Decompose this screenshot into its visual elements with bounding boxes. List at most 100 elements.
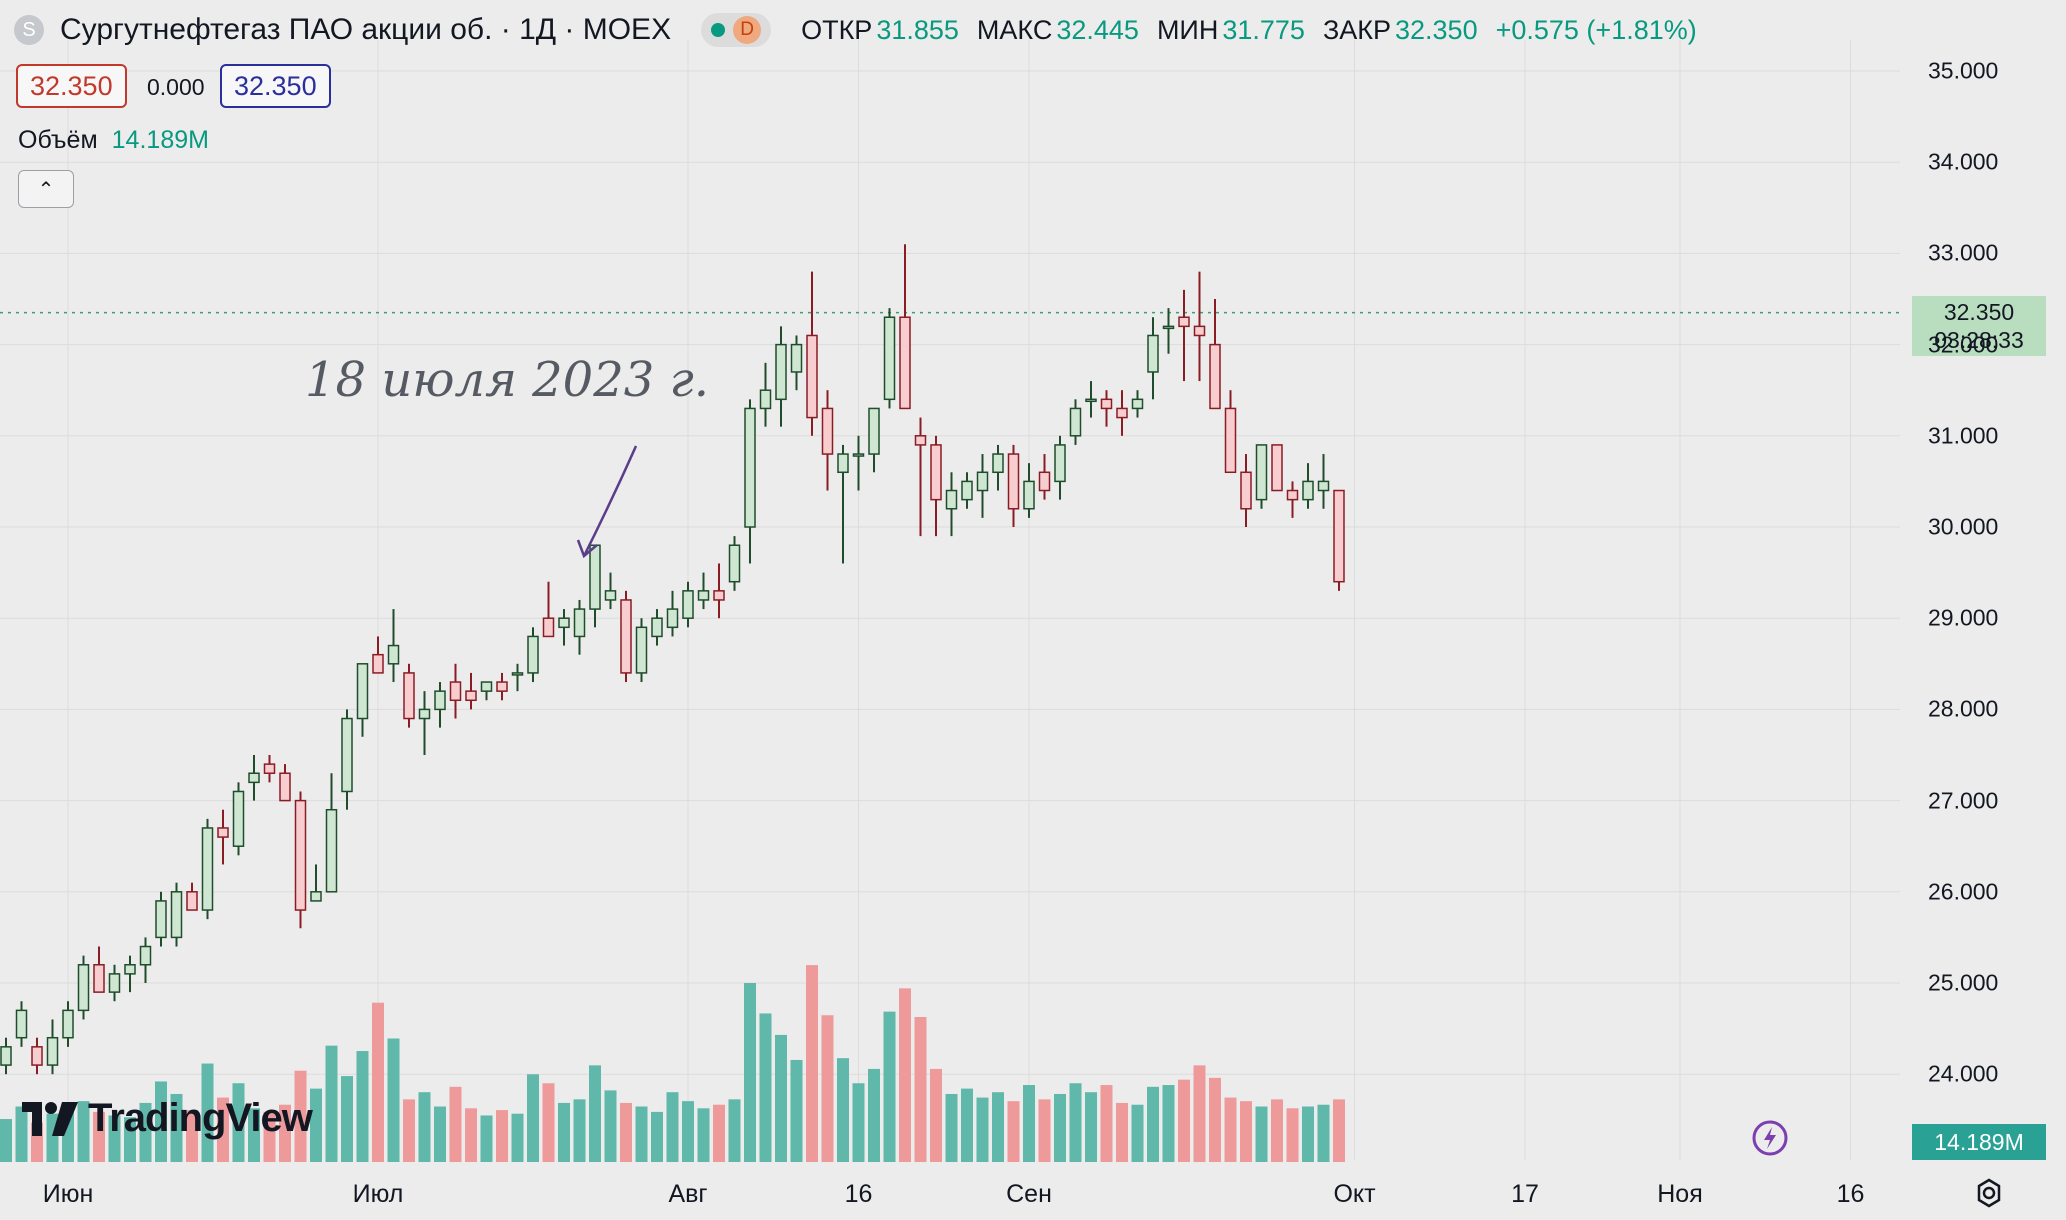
candle-body — [341, 717, 353, 793]
volume-bar — [1116, 1102, 1128, 1162]
buy-button[interactable]: 32.350 — [220, 64, 331, 108]
candle-body — [899, 316, 911, 410]
ohlc-legend: ОТКР 31.855 МАКС 32.445 МИН 31.775 ЗАКР 32.3… — [801, 15, 1711, 46]
volume-bar — [697, 1108, 710, 1162]
volume-bar — [186, 1110, 198, 1162]
candle-body — [294, 799, 307, 911]
candle-body — [1100, 398, 1113, 410]
volume-bar — [93, 1111, 105, 1162]
volume-bar — [790, 1059, 803, 1162]
volume-bar — [899, 988, 911, 1162]
candle-body — [465, 690, 477, 702]
candle-body — [77, 964, 90, 1012]
candle-body — [1193, 325, 1206, 337]
candle-body — [496, 681, 508, 692]
candle-body — [558, 617, 570, 629]
date-annotation: 18 июля 2023 г. — [305, 352, 710, 408]
candle-body — [418, 708, 431, 720]
candle-body — [620, 599, 632, 674]
last-price-value: 32.350 — [1943, 299, 2015, 325]
volume-bar — [1007, 1101, 1020, 1162]
candle-body — [1131, 398, 1144, 410]
market-status-pill[interactable]: D — [701, 13, 772, 47]
volume-bar — [1302, 1106, 1314, 1162]
price-tick-label: 30.000 — [1928, 513, 1999, 540]
volume-bar — [651, 1111, 663, 1162]
volume-bar — [1147, 1086, 1159, 1162]
candle-body — [1178, 316, 1190, 328]
volume-bar — [620, 1102, 632, 1162]
volume-bar — [573, 1099, 586, 1162]
volume-bar — [527, 1074, 539, 1162]
tradingview-logo[interactable]: TradingView — [22, 1096, 313, 1141]
volume-bar — [837, 1058, 849, 1162]
candle-body — [279, 772, 291, 802]
candle-body — [1038, 471, 1051, 492]
candle-body — [1069, 407, 1082, 437]
instrument-title[interactable]: Сургутнефтегаз ПАО акции об. · 1Д · MOEX — [60, 13, 672, 46]
candle-body — [759, 389, 772, 410]
volume-bar — [992, 1092, 1004, 1162]
volume-bar — [744, 983, 756, 1162]
candle-body — [325, 808, 338, 893]
candle-body — [1240, 471, 1252, 510]
volume-bar — [914, 1017, 927, 1162]
candle-body — [883, 316, 896, 401]
volume-bar — [1131, 1104, 1144, 1162]
volume-bar — [480, 1115, 493, 1162]
volume-bar — [170, 1093, 183, 1162]
close-value: 32.350 — [1395, 14, 1478, 45]
candle-body — [728, 544, 741, 583]
candle-body — [217, 827, 229, 838]
volume-bar — [201, 1063, 214, 1162]
volume-bar — [341, 1076, 353, 1162]
volume-bar — [263, 1111, 276, 1162]
lightning-icon[interactable] — [1752, 1120, 1788, 1156]
low-value: 31.775 — [1222, 14, 1305, 45]
volume-bar — [418, 1092, 431, 1162]
price-tick-label: 25.000 — [1928, 969, 1999, 996]
candle-body — [651, 617, 663, 638]
volume-bar — [759, 1013, 772, 1162]
volume-bar — [713, 1104, 725, 1162]
chevron-up-icon: ⌃ — [37, 178, 55, 201]
candle-body — [589, 544, 601, 610]
price-tick-label: 26.000 — [1928, 878, 1999, 905]
candle-body — [356, 663, 369, 720]
sell-button[interactable]: 32.350 — [16, 64, 127, 108]
candle-body — [682, 590, 694, 619]
candle-body — [263, 763, 276, 774]
last-volume-label: 14.189M — [1912, 1124, 2046, 1160]
candle-body — [372, 653, 384, 674]
price-tick-label: 33.000 — [1928, 239, 1999, 266]
settings-gear-icon[interactable] — [1972, 1176, 2006, 1210]
time-tick-label: Авг — [668, 1180, 708, 1208]
volume-bar — [434, 1106, 446, 1162]
volume-bar — [1085, 1092, 1097, 1162]
candle-body — [914, 435, 927, 446]
candle-body — [449, 681, 462, 702]
candle-body — [232, 790, 245, 847]
open-label: ОТКР — [801, 14, 873, 45]
time-tick-label: Июн — [42, 1180, 94, 1208]
collapse-legend-button[interactable]: ⌃ — [18, 170, 74, 208]
volume-label: Объём — [18, 126, 98, 154]
volume-bar — [806, 965, 818, 1162]
last-price-label: 32.350 03:28:33 — [1912, 296, 2046, 356]
candle-body — [1286, 489, 1299, 501]
candle-body — [806, 334, 818, 419]
symbol-icon: S — [14, 15, 44, 45]
candle-body — [1162, 325, 1175, 330]
candle-body — [1271, 444, 1283, 492]
candle-body — [1209, 343, 1221, 410]
candle-body — [46, 1036, 59, 1066]
volume-bar — [1224, 1097, 1237, 1162]
candle-body — [15, 1009, 28, 1039]
volume-bar — [1178, 1079, 1190, 1162]
chart-header: S Сургутнефтегаз ПАО акции об. · 1Д · MO… — [14, 8, 1711, 52]
volume-bar — [294, 1070, 307, 1162]
price-tick-label: 31.000 — [1928, 422, 1999, 449]
volume-bar — [511, 1113, 524, 1162]
volume-bar — [945, 1093, 958, 1162]
